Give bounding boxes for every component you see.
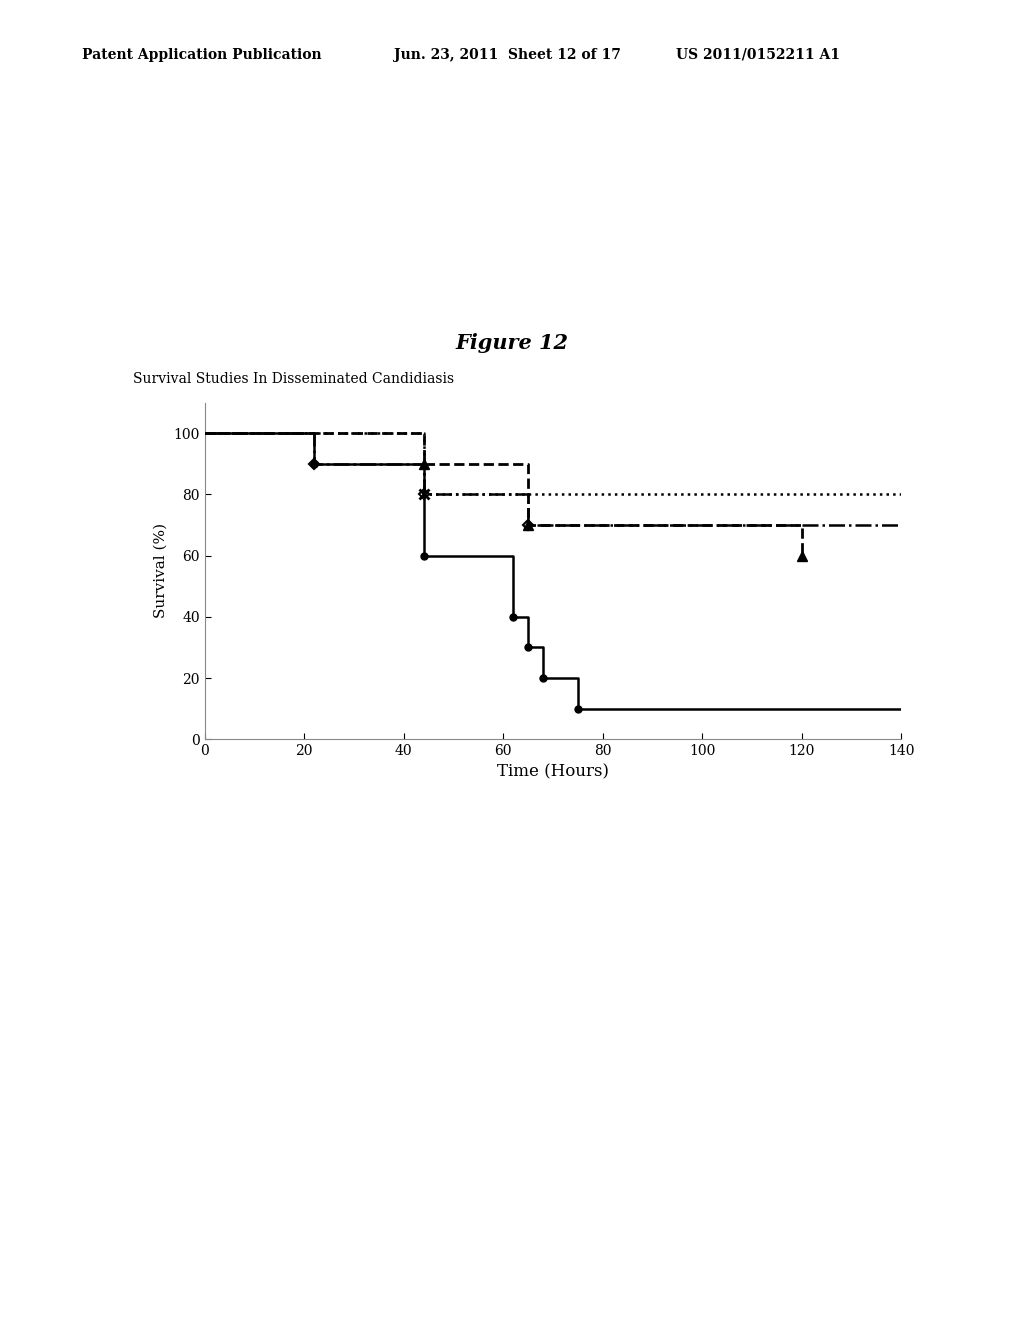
X-axis label: Time (Hours): Time (Hours)	[497, 763, 609, 780]
Y-axis label: Survival (%): Survival (%)	[154, 523, 168, 619]
Text: Jun. 23, 2011  Sheet 12 of 17: Jun. 23, 2011 Sheet 12 of 17	[394, 48, 622, 62]
Text: Patent Application Publication: Patent Application Publication	[82, 48, 322, 62]
Text: Figure 12: Figure 12	[456, 333, 568, 354]
Text: US 2011/0152211 A1: US 2011/0152211 A1	[676, 48, 840, 62]
Text: Survival Studies In Disseminated Candidiasis: Survival Studies In Disseminated Candidi…	[133, 372, 455, 387]
